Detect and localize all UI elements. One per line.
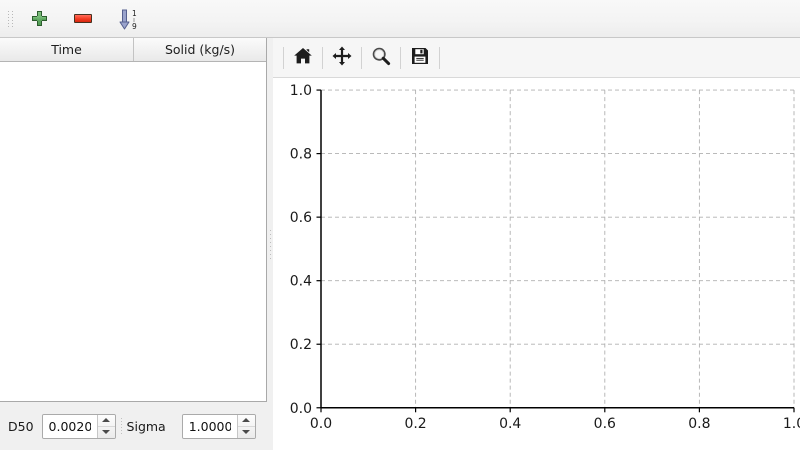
- sigma-spinbox[interactable]: [181, 413, 256, 439]
- svg-text:0.0: 0.0: [310, 416, 332, 432]
- matplotlib-axes[interactable]: 0.0 0.2 0.4 0.6 0.8 1.0 0.0 0.2 0.4 0.6 0.8 1.0: [273, 78, 800, 450]
- pan-move-icon: [331, 45, 353, 70]
- sigma-step-down[interactable]: [238, 427, 255, 438]
- svg-text:0.8: 0.8: [290, 147, 312, 163]
- toolbar-separator: [439, 46, 440, 69]
- d50-input[interactable]: [42, 414, 97, 438]
- data-table[interactable]: Time Solid (kg/s): [0, 38, 267, 402]
- editor-toolbar: 1 9: [0, 0, 800, 38]
- pan-button[interactable]: [325, 41, 359, 75]
- main-content: Time Solid (kg/s) D50: [0, 38, 800, 450]
- add-row-button[interactable]: [24, 4, 54, 34]
- d50-spinbox[interactable]: [41, 413, 116, 439]
- plot-canvas[interactable]: 0.0 0.2 0.4 0.6 0.8 1.0 0.0 0.2 0.4 0.6 0.8 1.0: [273, 78, 800, 450]
- sigma-step-up[interactable]: [237, 415, 255, 427]
- toolbar-separator: [361, 46, 362, 69]
- d50-step-up[interactable]: [97, 415, 115, 427]
- toolbar-separator: [400, 46, 401, 69]
- toolbar-drag-handle[interactable]: [6, 8, 14, 30]
- svg-text:0.4: 0.4: [499, 416, 521, 432]
- column-header-solid[interactable]: Solid (kg/s): [134, 38, 266, 61]
- home-icon: [292, 45, 314, 70]
- table-body[interactable]: [0, 62, 266, 401]
- svg-text:9: 9: [132, 22, 137, 31]
- save-button[interactable]: [403, 41, 437, 75]
- toolbar-separator: [322, 46, 323, 69]
- plus-icon: [31, 11, 47, 26]
- sigma-label: Sigma: [126, 418, 166, 434]
- svg-text:0.2: 0.2: [290, 337, 312, 353]
- home-button[interactable]: [286, 41, 320, 75]
- d50-step-down[interactable]: [98, 427, 115, 438]
- svg-text:0.0: 0.0: [290, 401, 312, 417]
- floppy-disk-save-icon: [409, 45, 431, 70]
- sigma-stepper[interactable]: [236, 414, 255, 438]
- table-header-row: Time Solid (kg/s): [0, 38, 266, 62]
- svg-text:1.0: 1.0: [290, 83, 312, 99]
- left-panel: Time Solid (kg/s) D50: [0, 38, 267, 450]
- d50-label: D50: [8, 418, 34, 434]
- zoom-button[interactable]: [364, 41, 398, 75]
- svg-text:0.2: 0.2: [404, 416, 426, 432]
- toolbar-separator: [283, 46, 284, 69]
- sigma-input[interactable]: [182, 414, 237, 438]
- panel-splitter[interactable]: [267, 38, 273, 450]
- svg-text:0.6: 0.6: [290, 210, 312, 226]
- svg-text:1.0: 1.0: [783, 416, 800, 432]
- plot-panel: 0.0 0.2 0.4 0.6 0.8 1.0 0.0 0.2 0.4 0.6 0.8 1.0: [273, 38, 800, 450]
- svg-text:0.6: 0.6: [594, 416, 616, 432]
- parameter-row: D50 Sigma: [0, 402, 267, 450]
- minus-icon: [74, 14, 92, 23]
- svg-text:0.8: 0.8: [688, 416, 710, 432]
- d50-stepper[interactable]: [96, 414, 115, 438]
- sort-ascending-icon: 1 9: [118, 8, 140, 31]
- sort-button[interactable]: 1 9: [112, 4, 146, 34]
- plot-navigation-toolbar: [273, 38, 800, 78]
- param-separator: [120, 416, 123, 436]
- remove-row-button[interactable]: [68, 4, 98, 34]
- column-header-time[interactable]: Time: [0, 38, 134, 61]
- magnifier-icon: [370, 45, 392, 70]
- svg-text:0.4: 0.4: [290, 274, 312, 290]
- svg-text:1: 1: [132, 9, 137, 18]
